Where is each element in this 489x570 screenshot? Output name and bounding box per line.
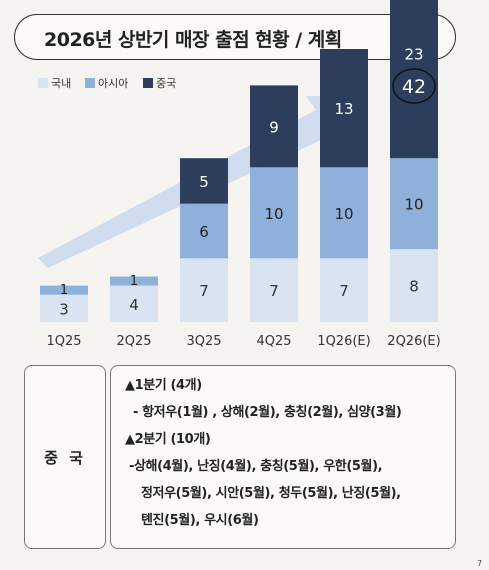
value-label-2Q26(E)-series-3: 23 <box>404 46 423 64</box>
legend-swatch-1 <box>38 78 48 88</box>
x-tick-1Q26(E): 1Q26(E) <box>317 334 370 349</box>
legend-swatch-2 <box>85 78 95 88</box>
china-section-label: 중 국 <box>24 365 106 549</box>
bar-4Q25-series-3 <box>250 85 298 168</box>
bar-3Q25-series-3 <box>180 158 228 204</box>
value-label-1Q25-series-1: 3 <box>59 300 69 318</box>
title-box <box>14 14 456 60</box>
bar-3Q25-series-2 <box>180 203 228 259</box>
legend-label-2: 아시아 <box>98 77 128 90</box>
x-tick-2Q26(E): 2Q26(E) <box>387 334 440 349</box>
page-number: 7 <box>477 559 483 568</box>
bar-2Q26(E)-series-1 <box>390 249 438 322</box>
x-tick-2Q25: 2Q25 <box>116 334 151 349</box>
bar-4Q25-series-2 <box>250 167 298 259</box>
bar-2Q25-series-2 <box>110 276 158 286</box>
bar-1Q26(E)-series-2 <box>320 167 368 259</box>
q1-stores: - 항저우(1월) , 상해(2월), 충칭(2월), 심양(3월) <box>133 405 402 420</box>
bar-1Q26(E)-series-3 <box>320 49 368 168</box>
bar-1Q25-series-2 <box>40 285 88 295</box>
bar-3Q25-series-1 <box>180 258 228 322</box>
page-title: 2026년 상반기 매장 출점 현황 / 계획 <box>44 29 342 51</box>
china-opening-details: ▲1분기 (4개) - 항저우(1월) , 상해(2월), 충칭(2월), 심양… <box>110 365 456 549</box>
value-label-4Q25-series-1: 7 <box>269 282 279 300</box>
q2-stores-line1: -상해(4월), 난징(4월), 충칭(5월), 우한(5월), <box>129 459 383 474</box>
value-label-2Q25-series-1: 4 <box>129 296 139 314</box>
value-label-1Q26(E)-series-2: 10 <box>334 205 353 223</box>
value-label-4Q25-series-2: 10 <box>264 205 283 223</box>
value-label-1Q26(E)-series-3: 13 <box>334 100 353 118</box>
bar-2Q25-series-1 <box>110 285 158 322</box>
value-label-3Q25-series-3: 5 <box>199 173 209 191</box>
q2-heading: ▲2분기 (10개) <box>125 432 211 447</box>
bar-1Q26(E)-series-1 <box>320 258 368 322</box>
total-badge-value: 42 <box>402 76 426 98</box>
bar-2Q26(E)-series-2 <box>390 158 438 250</box>
value-label-3Q25-series-2: 6 <box>199 223 209 241</box>
legend-swatch-3 <box>143 78 153 88</box>
value-label-4Q25-series-3: 9 <box>269 118 279 136</box>
q2-stores-line3: 톈진(5월), 우시(6월) <box>141 513 259 528</box>
value-label-1Q26(E)-series-1: 7 <box>339 282 349 300</box>
value-label-2Q26(E)-series-2: 10 <box>404 196 423 214</box>
value-label-2Q26(E)-series-1: 8 <box>409 278 419 296</box>
x-tick-3Q25: 3Q25 <box>186 334 221 349</box>
bar-1Q25-series-1 <box>40 294 88 322</box>
x-tick-1Q25: 1Q25 <box>46 334 81 349</box>
legend-label-1: 국내 <box>51 77 71 90</box>
x-tick-4Q25: 4Q25 <box>256 334 291 349</box>
stacked-bar-chart: 국내 아시아 중국 3 1 1Q25 4 1 2Q25 7 6 5 3Q25 7 10 9 4Q25 7 10 13… <box>38 0 441 349</box>
value-label-1Q25-series-2: 1 <box>60 283 68 298</box>
bar-4Q25-series-1 <box>250 258 298 322</box>
q1-heading: ▲1분기 (4개) <box>125 378 202 393</box>
legend-label-3: 중국 <box>156 77 176 90</box>
value-label-2Q25-series-2: 1 <box>130 274 138 289</box>
q2-stores-line2: 정저우(5월), 시안(5월), 청두(5월), 난징(5월), <box>141 486 401 501</box>
value-label-3Q25-series-1: 7 <box>199 282 209 300</box>
total-badge <box>392 68 436 104</box>
